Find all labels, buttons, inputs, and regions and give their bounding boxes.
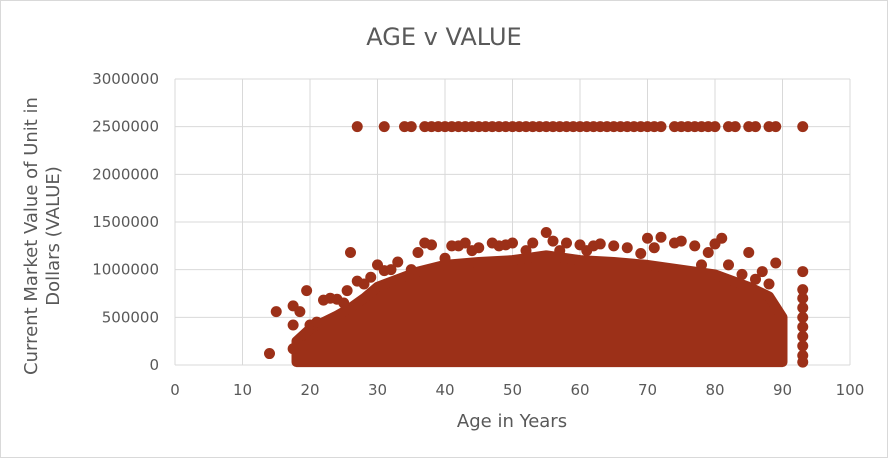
tick-labels: 0 500000 1000000 1500000 2000000 2500000 30000…	[92, 70, 864, 399]
data-point	[301, 285, 313, 297]
data-point	[561, 237, 572, 249]
data-point	[709, 121, 721, 133]
data-point	[345, 247, 356, 259]
y-tick-label: 2000000	[92, 165, 159, 183]
y-axis-title-line-2: Dollars (VALUE)	[43, 166, 64, 306]
data-point	[527, 237, 539, 249]
data-point	[264, 348, 275, 360]
data-point	[750, 121, 761, 133]
data-point	[365, 271, 377, 283]
data-point	[426, 239, 437, 251]
data-points	[264, 121, 809, 368]
x-tick-label: 70	[638, 381, 657, 399]
data-point	[675, 235, 687, 247]
data-point	[473, 242, 485, 254]
data-point	[655, 231, 667, 243]
data-point	[797, 311, 809, 323]
dense-point-cloud	[291, 250, 788, 368]
x-tick-label: 10	[233, 381, 252, 399]
data-point	[378, 121, 390, 133]
data-point	[797, 121, 809, 133]
data-point	[459, 237, 471, 249]
data-point	[621, 242, 633, 254]
data-point	[797, 302, 809, 314]
data-point	[608, 240, 620, 252]
x-tick-label: 50	[503, 381, 522, 399]
data-point	[338, 297, 350, 309]
x-tick-label: 0	[170, 381, 180, 399]
data-point	[540, 226, 552, 238]
data-point	[547, 235, 559, 247]
data-point	[716, 232, 728, 244]
data-point	[743, 247, 755, 259]
data-point	[729, 121, 741, 133]
data-point	[702, 247, 714, 259]
data-point	[797, 284, 809, 296]
data-point	[412, 247, 424, 259]
data-point	[287, 319, 299, 331]
x-tick-label: 80	[705, 381, 724, 399]
y-tick-label: 500000	[102, 308, 159, 326]
data-point	[648, 242, 660, 254]
data-point	[385, 264, 397, 276]
data-point	[797, 266, 809, 278]
x-tick-label: 30	[368, 381, 387, 399]
data-point	[642, 232, 653, 244]
x-tick-label: 90	[773, 381, 792, 399]
chart-title: AGE v VALUE	[366, 23, 521, 51]
x-tick-label: 20	[300, 381, 319, 399]
x-axis-title: Age in Years	[457, 411, 567, 432]
y-tick-label: 0	[149, 356, 159, 374]
y-tick-label: 2500000	[92, 118, 159, 136]
data-point	[797, 340, 809, 352]
dense-cloud-region	[291, 250, 788, 368]
data-point	[405, 121, 417, 133]
data-point	[294, 306, 306, 318]
data-point	[756, 266, 768, 278]
y-tick-label: 3000000	[92, 70, 159, 88]
data-point	[763, 278, 775, 290]
y-tick-label: 1500000	[92, 213, 159, 231]
data-point	[770, 121, 782, 133]
data-point	[297, 340, 309, 352]
data-point	[797, 321, 809, 333]
data-point	[723, 259, 734, 271]
data-point	[554, 245, 566, 257]
data-point	[797, 330, 809, 342]
data-point	[797, 292, 809, 304]
data-point	[689, 240, 701, 252]
data-point	[696, 259, 707, 271]
x-tick-label: 40	[435, 381, 454, 399]
data-point	[736, 268, 748, 280]
x-tick-label: 100	[836, 381, 865, 399]
data-point	[635, 247, 647, 259]
y-axis-title: Current Market Value of Unit in Dollars …	[21, 97, 64, 375]
data-point	[655, 121, 667, 133]
data-point	[770, 257, 782, 269]
data-point	[507, 237, 518, 249]
data-point	[358, 278, 370, 290]
data-point	[311, 316, 323, 328]
y-tick-label: 1000000	[92, 261, 159, 279]
x-tick-label: 60	[570, 381, 589, 399]
data-point	[351, 121, 363, 133]
data-point	[750, 273, 761, 285]
y-axis-title-line-1: Current Market Value of Unit in	[21, 97, 42, 375]
data-point	[287, 343, 299, 355]
data-point	[405, 264, 417, 276]
data-point	[797, 356, 809, 368]
data-point	[439, 252, 451, 264]
data-point	[270, 306, 282, 318]
data-point	[392, 256, 404, 268]
data-point	[520, 245, 532, 257]
data-point	[341, 285, 353, 297]
data-point	[594, 238, 606, 250]
